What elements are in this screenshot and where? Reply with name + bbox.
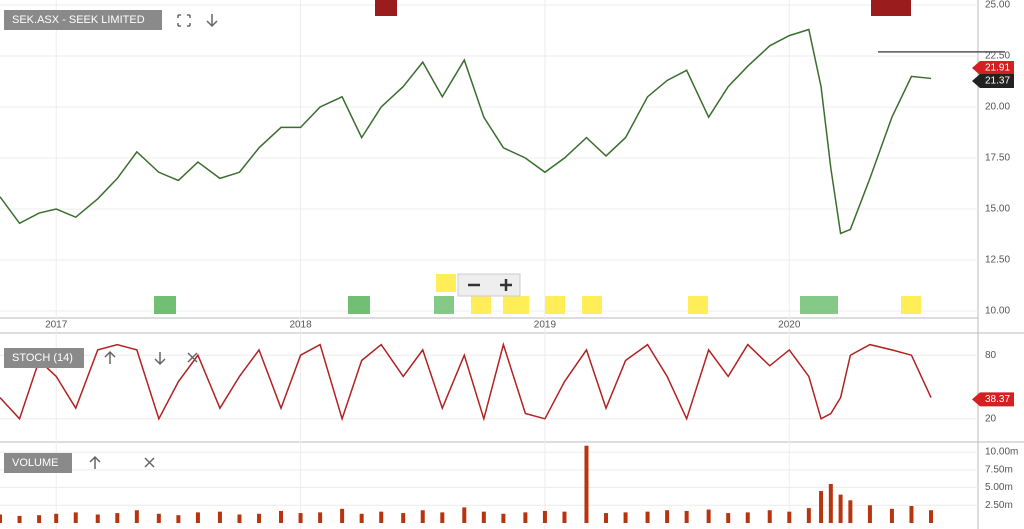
event-markers[interactable] bbox=[154, 274, 921, 314]
y-tick-label: 7.50m bbox=[985, 464, 1013, 475]
volume-bar bbox=[838, 494, 843, 523]
volume-bar bbox=[867, 505, 872, 523]
volume-bar bbox=[584, 445, 589, 523]
volume-bar bbox=[318, 512, 323, 523]
y-tick-label: 15.00 bbox=[985, 204, 1010, 215]
volume-bar bbox=[401, 513, 406, 523]
volume-bar bbox=[17, 515, 22, 523]
volume-bar bbox=[440, 512, 445, 523]
volume-bar bbox=[279, 510, 284, 523]
event-marker[interactable] bbox=[871, 0, 911, 16]
y-tick-label: 20 bbox=[985, 413, 997, 424]
volume-bar bbox=[134, 510, 139, 523]
volume-bar bbox=[257, 513, 262, 523]
title-box[interactable] bbox=[4, 10, 162, 30]
volume-bar bbox=[929, 510, 934, 523]
y-tick-label: 20.00 bbox=[985, 102, 1010, 113]
volume-bar bbox=[562, 511, 567, 523]
zoom-controls[interactable] bbox=[457, 273, 521, 297]
y-tick-label: 2.50m bbox=[985, 500, 1013, 511]
price-tag bbox=[972, 392, 1014, 407]
volume-bar bbox=[156, 513, 161, 523]
chart-title: SEK.ASX - SEEK LIMITED bbox=[12, 14, 145, 26]
chart-title: STOCH (14) bbox=[12, 352, 73, 364]
volume-bar bbox=[217, 511, 222, 523]
volume-bar bbox=[523, 512, 528, 523]
volume-bar bbox=[501, 513, 506, 523]
volume-bar bbox=[889, 508, 894, 523]
volume-bar bbox=[115, 513, 120, 523]
volume-bar bbox=[176, 515, 181, 523]
title-box[interactable] bbox=[4, 453, 72, 473]
volume-bar bbox=[359, 513, 364, 523]
price-tag-label: 21.37 bbox=[985, 76, 1010, 87]
y-tick-label: 10.00m bbox=[985, 447, 1018, 458]
y-tick-label: 10.00 bbox=[985, 306, 1010, 317]
volume-bar bbox=[645, 511, 650, 523]
volume-bar bbox=[298, 513, 303, 523]
price-line bbox=[0, 341, 932, 422]
volume-bar bbox=[787, 511, 792, 523]
y-tick-label: 80 bbox=[985, 350, 997, 361]
volume-bar bbox=[73, 512, 78, 523]
volume-bar bbox=[767, 510, 772, 523]
y-tick-label: 25.00 bbox=[985, 0, 1010, 11]
volume-bar bbox=[819, 491, 824, 523]
y-tick-label: 5.00m bbox=[985, 482, 1013, 493]
volume-bar bbox=[623, 512, 628, 523]
volume-bar bbox=[0, 514, 2, 523]
price-tag-label: 21.91 bbox=[985, 63, 1010, 74]
volume-bar bbox=[745, 512, 750, 523]
price-tag bbox=[972, 61, 1014, 76]
y-tick-label: 12.50 bbox=[985, 255, 1010, 266]
price-tag bbox=[972, 74, 1014, 89]
volume-bar bbox=[665, 510, 670, 523]
volume-bar bbox=[237, 514, 242, 523]
volume-bar bbox=[462, 507, 467, 523]
title-box[interactable] bbox=[4, 348, 84, 368]
volume-bar bbox=[706, 509, 711, 523]
marks: 21.91 21.37 38.37 bbox=[0, 28, 1014, 523]
volume-bar bbox=[684, 510, 689, 523]
volume-bar bbox=[379, 511, 384, 523]
volume-bar bbox=[420, 510, 425, 523]
y-tick-label: 22.50 bbox=[985, 51, 1010, 62]
price-tag-label: 38.37 bbox=[985, 394, 1010, 405]
volume-bar bbox=[726, 513, 731, 523]
y-tick-label: 17.50 bbox=[985, 153, 1010, 164]
volume-bar bbox=[95, 514, 100, 523]
volume-bar bbox=[806, 508, 811, 523]
toolbar-icons[interactable] bbox=[89, 14, 218, 469]
volume-bar bbox=[848, 500, 853, 523]
volume-bar bbox=[909, 505, 914, 523]
volume-bar bbox=[828, 484, 833, 523]
volume-bar bbox=[481, 511, 486, 523]
volume-bar bbox=[54, 513, 59, 523]
volume-bar bbox=[340, 508, 345, 523]
volume-bar bbox=[604, 513, 609, 523]
volume-bar bbox=[542, 510, 547, 523]
chart-title: VOLUME bbox=[12, 457, 58, 469]
price-line bbox=[0, 28, 932, 235]
event-marker[interactable] bbox=[375, 0, 397, 16]
volume-bar bbox=[195, 512, 200, 523]
volume-bar bbox=[37, 515, 42, 523]
